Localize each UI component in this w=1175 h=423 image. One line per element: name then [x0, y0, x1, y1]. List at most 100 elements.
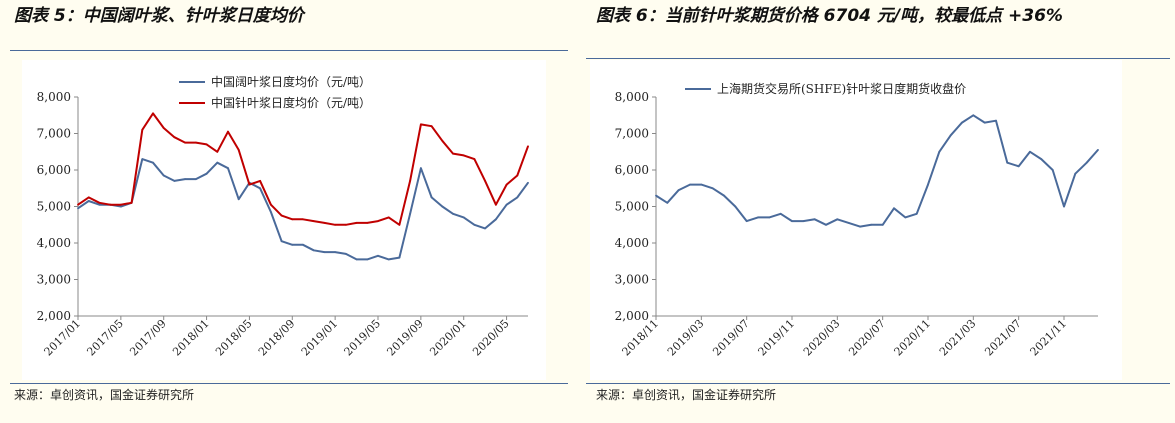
- data-point: [345, 223, 347, 226]
- data-point: [120, 203, 122, 206]
- data-point: [398, 223, 401, 226]
- data-point: [1085, 161, 1088, 164]
- y-tick-label: 2,000: [615, 309, 649, 323]
- y-tick-label: 5,000: [615, 200, 649, 214]
- x-tick-label: 2020/01: [427, 317, 469, 359]
- data-point: [527, 181, 529, 184]
- data-point: [847, 222, 850, 224]
- title-rule: [10, 50, 568, 51]
- data-point: [141, 128, 144, 131]
- data-point: [291, 243, 294, 246]
- data-point: [983, 121, 986, 124]
- data-point: [109, 203, 111, 206]
- data-point: [130, 201, 133, 204]
- data-point: [505, 203, 508, 206]
- data-point: [802, 220, 805, 223]
- line-chart: 8,0007,0006,0005,0004,0003,0002,0002017/…: [37, 74, 529, 359]
- data-point: [677, 189, 680, 192]
- data-point: [1074, 172, 1077, 175]
- legend-label: 中国针叶浆日度均价（元/吨）: [211, 95, 371, 110]
- data-point: [120, 205, 122, 208]
- data-point: [291, 218, 294, 221]
- x-tick-label: 2018/05: [213, 317, 255, 359]
- data-point: [484, 227, 486, 230]
- data-point: [779, 212, 782, 215]
- data-point: [723, 194, 725, 197]
- data-point: [259, 187, 261, 190]
- data-point: [836, 218, 839, 221]
- chart-area: 8,000 7,000 6,000 5,000 4,000 3,000 2,000 2018/…: [590, 60, 1122, 380]
- data-point: [915, 212, 918, 215]
- y-tick-label: 2,000: [37, 309, 71, 323]
- data-point: [377, 220, 379, 223]
- source-rule: [586, 383, 1170, 384]
- source-note: 来源：卓创资讯，国金证券研究所: [14, 388, 195, 402]
- data-point: [87, 200, 90, 202]
- x-tick-label: 2020/11: [892, 317, 934, 359]
- data-point: [768, 216, 771, 219]
- chart-area: 8,000 7,000 6,000 5,000 4,000 3,000 2,000 2017/…: [22, 60, 546, 380]
- x-tick-label: 2019/11: [756, 317, 798, 359]
- data-point: [441, 139, 444, 142]
- data-point: [387, 216, 390, 219]
- data-point: [462, 216, 465, 219]
- data-point: [420, 123, 422, 126]
- source-rule: [10, 383, 568, 384]
- x-tick-label: 2021/03: [937, 317, 979, 359]
- data-point: [1097, 149, 1099, 151]
- data-point: [216, 150, 219, 153]
- data-point: [473, 223, 476, 226]
- data-point: [302, 218, 304, 221]
- data-point: [1006, 161, 1009, 164]
- data-point: [270, 211, 272, 213]
- y-tick-label: 7,000: [615, 127, 649, 141]
- data-point: [1017, 165, 1020, 168]
- data-point: [312, 249, 315, 252]
- data-point: [248, 183, 251, 186]
- data-point: [237, 149, 240, 151]
- legend-label: 上海期货交易所(SHFE)针叶浆日度期货收盘价: [717, 81, 966, 96]
- data-point: [859, 225, 861, 228]
- data-point: [280, 240, 283, 243]
- x-tick-label: 2019/07: [710, 317, 752, 359]
- y-tick-label: 6,000: [37, 163, 71, 177]
- chart-panel-right: 图表 6：当前针叶浆期货价格 6704 元/吨，较最低点 +36% 8,000 7…: [586, 0, 1175, 423]
- y-tick-label: 4,000: [615, 236, 649, 250]
- data-point: [825, 223, 827, 226]
- data-point: [870, 223, 873, 226]
- data-point: [259, 180, 261, 182]
- x-tick-label: 2019/01: [299, 317, 341, 359]
- data-point: [441, 205, 444, 208]
- data-point: [527, 145, 529, 148]
- x-tick-label: 2019/05: [342, 317, 384, 359]
- data-point: [227, 130, 229, 133]
- x-tick-label: 2018/09: [256, 317, 298, 359]
- y-tick-label: 3,000: [37, 273, 71, 287]
- data-point: [334, 251, 336, 254]
- x-tick-label: 2021/07: [982, 317, 1024, 359]
- data-point: [302, 243, 304, 246]
- data-point: [1029, 150, 1031, 153]
- data-point: [184, 178, 187, 180]
- data-point: [184, 141, 187, 144]
- data-point: [505, 183, 508, 186]
- data-point: [237, 198, 240, 201]
- data-point: [927, 183, 929, 186]
- data-point: [1040, 158, 1043, 160]
- data-point: [430, 125, 433, 128]
- data-point: [516, 174, 519, 177]
- data-point: [972, 114, 975, 117]
- data-point: [452, 152, 454, 155]
- data-point: [881, 223, 884, 226]
- y-tick-label: 7,000: [37, 127, 71, 141]
- data-point: [813, 218, 816, 221]
- y-tick-label: 8,000: [37, 90, 71, 104]
- data-point: [366, 258, 369, 261]
- data-point: [205, 172, 208, 175]
- data-point: [152, 112, 154, 115]
- data-point: [462, 154, 465, 157]
- data-point: [345, 253, 347, 255]
- data-point: [655, 194, 657, 197]
- data-point: [377, 254, 379, 257]
- data-point: [355, 222, 358, 224]
